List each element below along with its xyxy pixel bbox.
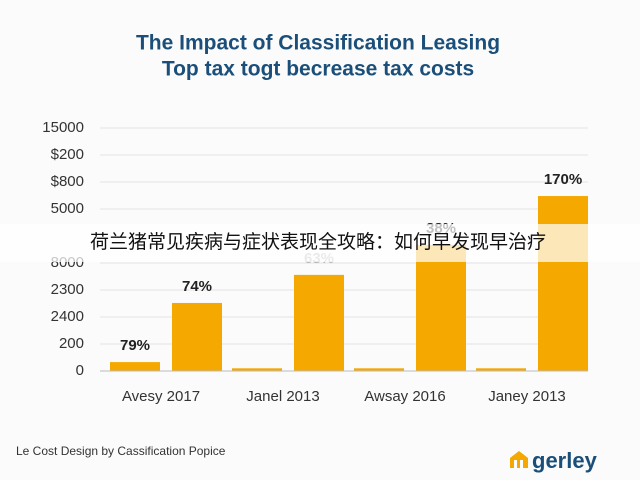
bar [476,368,526,371]
x-tick-label: Janey 2013 [488,388,566,405]
x-tick-label: Awsay 2016 [364,388,445,405]
banner-band [0,224,640,262]
chart-subtitle: Top tax togt becrease tax costs [162,58,474,81]
y-tick-label: $200 [51,146,84,163]
bar [294,274,344,371]
bar-label: 74% [182,278,212,295]
y-tick-label: 0 [76,362,84,379]
y-tick-label: 2300 [51,281,84,298]
bar-label: 170% [544,171,582,188]
chart-title: The Impact of Classification Leasing [136,32,500,55]
bar-label: 79% [120,337,150,354]
bar [232,368,282,371]
y-tick-label: 2400 [51,308,84,325]
x-tick-label: Janel 2013 [246,388,319,405]
bar [110,362,160,371]
footer: Le Cost Design by Cassification Popice [16,444,226,458]
bar [354,368,404,371]
logo: gerley [532,448,598,473]
banner-text: 荷兰猪常见疾病与症状表现全攻略：如何早发现早治疗 [90,231,546,253]
bar [172,302,222,371]
y-tick-label: 5000 [51,200,84,217]
bar [538,196,588,371]
logo-icon [510,451,528,468]
bar [416,244,466,371]
y-tick-label: 200 [59,335,84,352]
x-tick-label: Avesy 2017 [122,388,200,405]
y-tick-label: $800 [51,173,84,190]
y-tick-label: 15000 [42,119,84,136]
